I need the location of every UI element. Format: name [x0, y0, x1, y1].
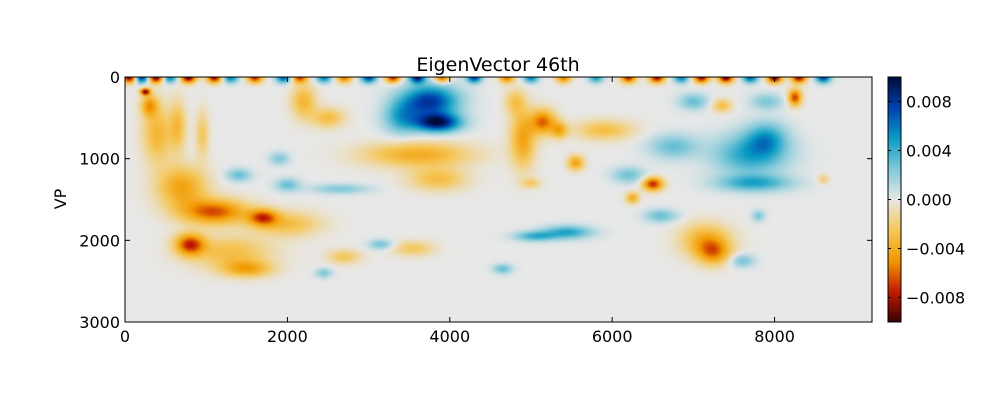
colorbar-ticks: 0.008 0.004 0.000 −0.004 −0.008 — [888, 93, 965, 308]
x-axis-ticks: 0 2000 4000 6000 8000 — [120, 77, 795, 346]
plot-frame — [124, 76, 873, 323]
y-tick-label: 2000 — [79, 231, 120, 250]
x-tick-label: 2000 — [267, 327, 308, 346]
y-tick-label: 3000 — [79, 313, 120, 332]
x-tick-label: 6000 — [592, 327, 633, 346]
heatmap-plot-area — [125, 77, 872, 322]
colorbar-tick-label: 0.000 — [906, 191, 952, 210]
chart-title: EigenVector 46th — [416, 54, 579, 76]
x-tick-label: 0 — [120, 327, 130, 346]
colorbar-tick-label: 0.004 — [906, 142, 952, 161]
colorbar-tick-label: −0.004 — [906, 240, 965, 259]
y-axis-label: VP — [51, 188, 70, 209]
y-tick-label: 1000 — [79, 150, 120, 169]
y-tick-label: 0 — [110, 68, 120, 87]
x-tick-label: 8000 — [754, 327, 795, 346]
y-axis-ticks: 0 1000 2000 3000 — [79, 68, 872, 332]
heatmap-canvas — [125, 77, 872, 322]
colorbar-tick-label: −0.008 — [906, 289, 965, 308]
x-tick-label: 4000 — [429, 327, 470, 346]
colorbar-tick-label: 0.008 — [906, 93, 952, 112]
